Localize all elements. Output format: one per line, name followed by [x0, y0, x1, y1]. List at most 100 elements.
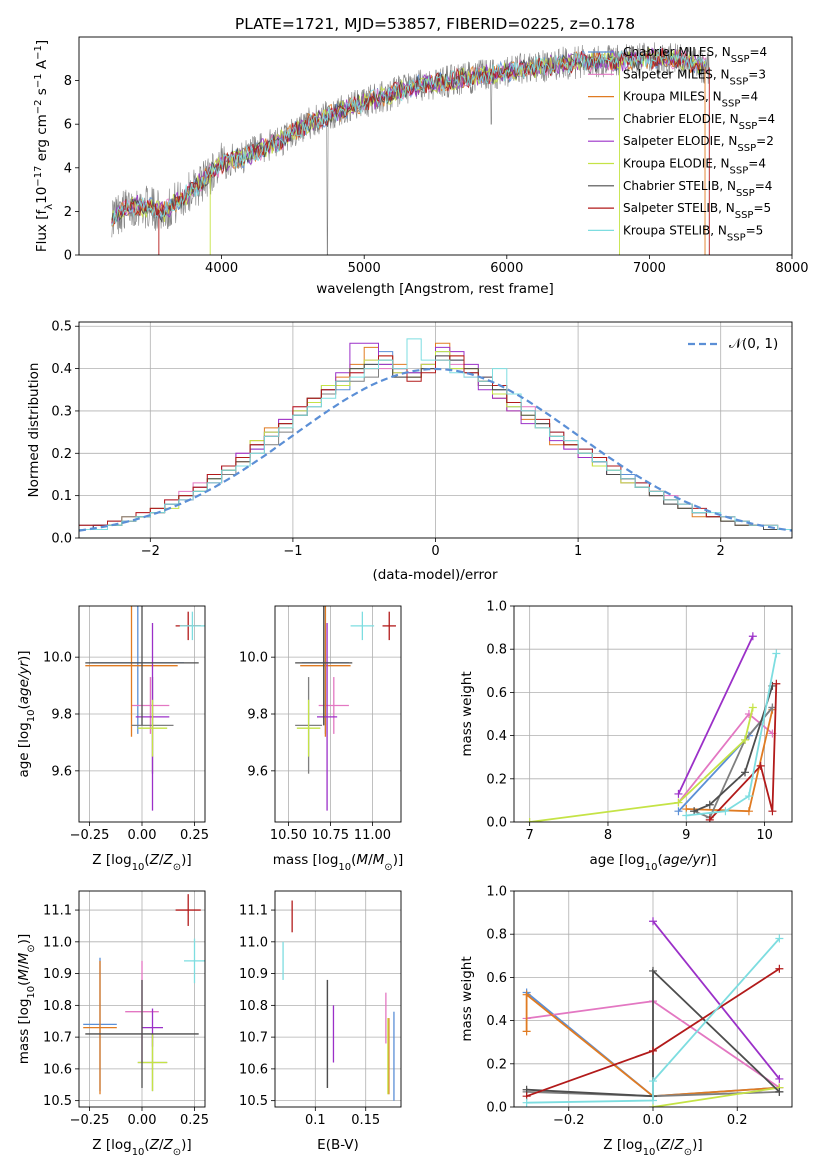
- mass-weight-line: [526, 968, 781, 1098]
- y-tick-label: 0.4: [486, 729, 507, 744]
- y-tick-label: 0.3: [51, 404, 72, 419]
- y-tick-label: 11.1: [43, 904, 72, 919]
- y-tick-label: 8: [64, 74, 72, 89]
- plus-marker: [649, 966, 657, 975]
- mass-weight-line: [709, 683, 778, 821]
- mass-weight-line: [529, 707, 754, 822]
- model-spectrum: [111, 48, 707, 227]
- legend-entry: Chabrier ELODIE, NSSP=4: [623, 112, 775, 131]
- x-tick-label: −0.25: [70, 1113, 110, 1128]
- plus-marker: [775, 1087, 784, 1096]
- y-tick-label: 10.9: [43, 967, 72, 982]
- model-spectrum: [111, 48, 707, 224]
- axes: 0.1 0.15 10.5 10.6 10.7 10.8 10.9 11.0 11.1: [239, 890, 402, 1128]
- axes-frame: [513, 605, 793, 823]
- plus-marker: [522, 1027, 531, 1036]
- axes-frame: [78, 36, 793, 256]
- chart-title: PLATE=1721, MJD=53857, FIBERID=0225, z=0…: [235, 15, 635, 33]
- plus-marker: [748, 703, 757, 712]
- legend-entry: Chabrier STELIB, NSSP=4: [623, 179, 772, 199]
- mass-vs-extinction-panel: 0.1 0.15 10.5 10.6 10.7 10.8 10.9 11.0 11.1: [239, 890, 402, 1128]
- x-axis-label: age [log10(age/yr)]: [589, 852, 716, 873]
- plus-marker: [674, 807, 683, 816]
- y-tick-label: 0.2: [486, 1057, 507, 1072]
- plus-marker: [522, 1098, 531, 1107]
- plot-area: [79, 891, 205, 1107]
- y-tick-label: 0.8: [486, 928, 507, 943]
- mass-weight-line: [677, 635, 754, 795]
- plus-marker: [772, 679, 781, 688]
- age-vs-mass-panel: 10.50 10.75 11.00 9.6 9.8 10.0: [239, 605, 402, 843]
- legend-entry: Salpeter STELIB, NSSP=5: [623, 201, 771, 221]
- legend-entry: Salpeter MILES, NSSP=3: [623, 67, 766, 87]
- y-tick-label: 0.4: [486, 1014, 507, 1029]
- plot-area: [514, 606, 792, 822]
- plus-marker: [744, 792, 753, 801]
- model-spectrum: [111, 47, 707, 224]
- x-tick-label: 5000: [348, 261, 381, 276]
- axes: −2 −1 0 1 2 0.0 0.1 0.2 0.3 0.4 0.5: [51, 320, 793, 559]
- y-axis-label: mass [log10(M/M⊙)]: [16, 934, 37, 1064]
- plus-marker: [649, 1077, 657, 1086]
- x-tick-label: 0.1: [305, 1113, 326, 1128]
- x-tick-label: 0.25: [180, 828, 209, 843]
- x-tick-label: 0.00: [128, 828, 157, 843]
- axes: −0.25 0.00 0.25 10.5 10.6 10.7 10.8 10.9 11.0 11.…: [43, 890, 209, 1128]
- x-tick-label: 2: [717, 544, 725, 559]
- plus-marker: [744, 807, 753, 816]
- y-tick-label: 9.6: [51, 764, 72, 779]
- y-tick-label: 6: [64, 118, 72, 133]
- x-tick-label: 8000: [775, 261, 808, 276]
- y-axis-label: mass weight: [459, 671, 475, 756]
- axes: −0.25 0.00 0.25 9.6 9.8 10.0: [43, 605, 209, 843]
- axes: 4000 5000 6000 7000 8000 0 2 4 6 8: [64, 36, 809, 276]
- y-axis-label: age [log10(age/yr)]: [16, 650, 37, 777]
- x-tick-label: 10: [756, 828, 773, 843]
- plus-marker: [682, 811, 691, 820]
- plus-marker: [649, 917, 657, 926]
- x-axis-label: Z [log10(Z/Z⊙)]: [92, 1137, 191, 1158]
- y-tick-label: 10.8: [239, 999, 268, 1014]
- x-tick-label: 10.50: [270, 828, 307, 843]
- plot-area: [111, 42, 710, 255]
- plus-marker: [775, 964, 784, 973]
- x-tick-label: 7000: [633, 261, 666, 276]
- legend-entry: Kroupa STELIB, NSSP=5: [623, 223, 763, 243]
- y-tick-label: 0.0: [486, 816, 507, 831]
- residual-histogram-panel: −2 −1 0 1 2 0.0 0.1 0.2 0.3 0.4 0.5: [51, 320, 793, 559]
- model-spectrum: [111, 48, 707, 226]
- model-spectrum: [111, 47, 707, 227]
- y-tick-label: 10.6: [43, 1062, 72, 1077]
- plot-area: [79, 606, 205, 822]
- y-tick-label: 9.6: [247, 764, 268, 779]
- x-tick-label: −0.2: [553, 1113, 585, 1128]
- legend-entry: Salpeter ELODIE, NSSP=2: [623, 134, 774, 154]
- plus-marker: [748, 632, 757, 641]
- model-spectrum: [111, 48, 707, 225]
- x-tick-label: 11.00: [354, 828, 391, 843]
- y-tick-label: 10.5: [239, 1094, 268, 1109]
- y-tick-label: 0.0: [51, 532, 72, 547]
- plus-marker: [525, 818, 534, 822]
- y-tick-label: 10.5: [43, 1094, 72, 1109]
- legend-entry: Kroupa MILES, NSSP=4: [623, 90, 758, 110]
- plot-area: [514, 891, 792, 1107]
- plus-marker: [721, 807, 730, 816]
- x-tick-label: 10.75: [312, 828, 349, 843]
- y-axis-label: Flux [fλ10−17 erg cm−2 s−1 A−1]: [33, 40, 55, 252]
- spectrum-panel: 4000 5000 6000 7000 8000 0 2 4 6 8: [64, 36, 809, 276]
- x-tick-label: 0.2: [727, 1113, 748, 1128]
- y-tick-label: 10.8: [43, 999, 72, 1014]
- plot-area: [275, 606, 401, 822]
- y-tick-label: 10.7: [43, 1031, 72, 1046]
- plus-marker: [741, 735, 750, 744]
- x-tick-label: 0.25: [180, 1113, 209, 1128]
- y-tick-label: 0.4: [51, 362, 72, 377]
- y-tick-label: 11.0: [43, 935, 72, 950]
- mass-weight-line: [686, 653, 778, 817]
- normal-curve: [79, 367, 792, 532]
- x-axis-label: mass [log10(M/M⊙)]: [273, 852, 403, 873]
- axes: −0.2 0.0 0.2 0.0 0.2 0.4 0.6 0.8 1.0: [486, 885, 793, 1128]
